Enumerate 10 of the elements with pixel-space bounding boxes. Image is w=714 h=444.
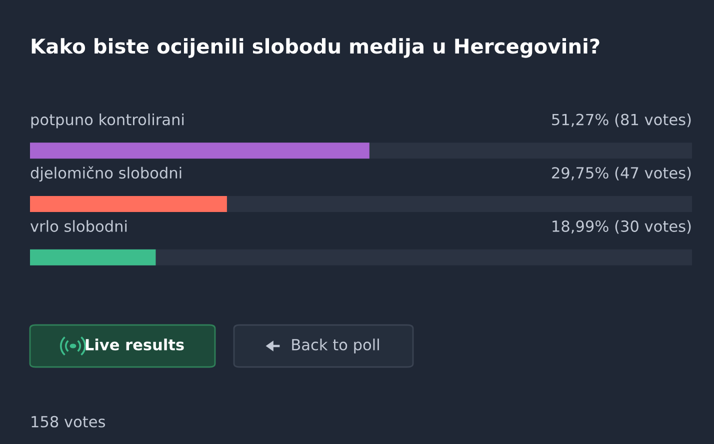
y-tick-label: vrlo slobodni <box>30 220 127 232</box>
chart-title: Kako biste ocijenili slobodu medija u Hercegovini? <box>32 38 600 58</box>
text: Live results <box>86 338 184 350</box>
data-label: 51,27% (81 votes) <box>552 113 691 128</box>
y-tick-label: djelomično slobodni <box>30 166 182 182</box>
data-label: 29,75% (47 votes) <box>552 166 691 180</box>
text: 158 votes <box>32 416 106 428</box>
data-label: 18,99% (30 votes) <box>552 220 691 234</box>
y-tick-label: potpuno kontrolirani <box>31 113 184 128</box>
text: Back to poll <box>292 338 379 354</box>
